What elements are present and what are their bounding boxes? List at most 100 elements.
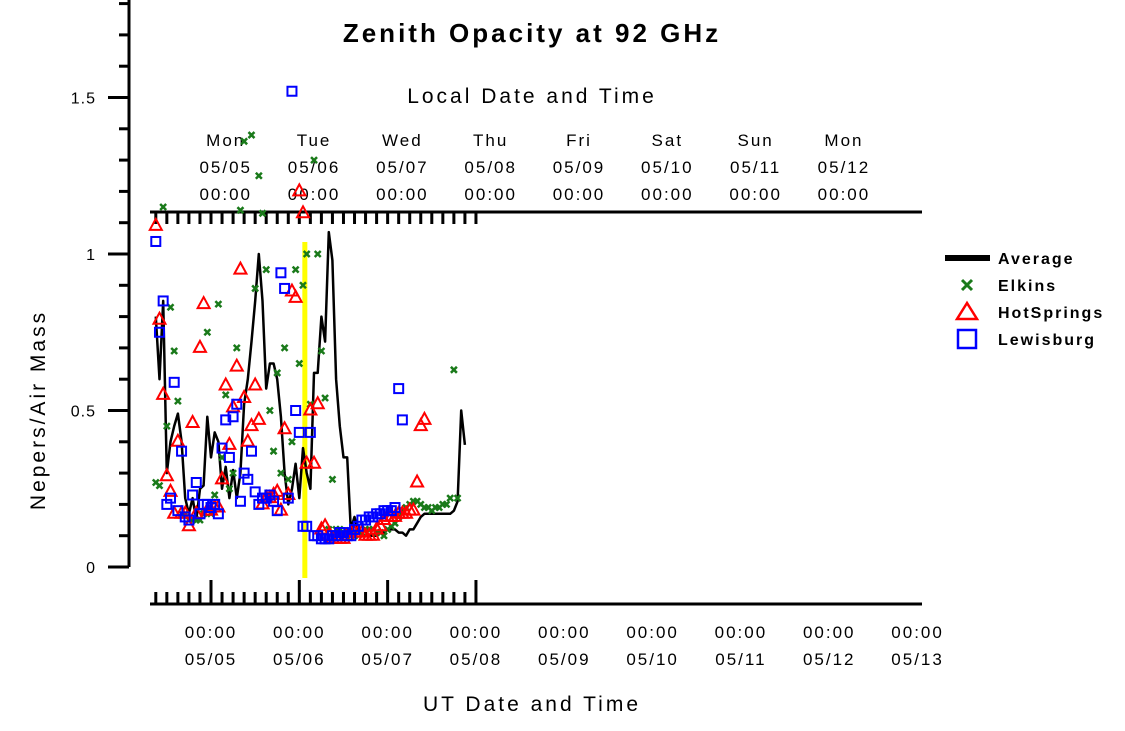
elkins-point [269, 447, 278, 456]
legend-item-average: Average [945, 251, 1073, 268]
hotsprings-series [148, 182, 433, 544]
bottom-tick-time: 00:00 [803, 623, 856, 642]
top-tick-day: Thu [473, 131, 508, 150]
bottom-tick-date: 05/06 [273, 650, 326, 669]
chart-title: Zenith Opacity at 92 GHz [343, 18, 721, 48]
elkins-stroke [317, 347, 326, 355]
lewisburg-point [286, 85, 298, 97]
elkins-point [442, 500, 451, 509]
elkins-stroke [284, 475, 293, 484]
elkins-stroke [151, 478, 160, 487]
elkins-stroke [221, 390, 230, 399]
top-tick-day: Mon [206, 131, 245, 150]
top-tick-date: 05/06 [288, 158, 341, 177]
elkins-stroke [321, 394, 329, 402]
elkins-stroke [273, 369, 282, 377]
y-tick-label: 1.5 [71, 91, 96, 108]
bottom-tick-time: 00:00 [891, 623, 944, 642]
bottom-tick-date: 05/11 [715, 650, 766, 669]
average-series [154, 230, 467, 537]
y-tick-label: 0 [86, 560, 96, 577]
lewisburg-point [212, 508, 224, 520]
lewisburg-point [227, 411, 239, 423]
elkins-point [258, 209, 267, 218]
bottom-tick-date: 05/08 [450, 650, 503, 669]
lewisburg-point [393, 383, 405, 395]
lewisburg-point [190, 476, 202, 488]
hotsprings-point [306, 454, 322, 469]
elkins-point [225, 484, 234, 493]
lewisburg-point [183, 514, 195, 526]
lewisburg-point [153, 326, 165, 338]
elkins-point [214, 300, 223, 308]
elkins-stroke [449, 365, 458, 374]
elkins-stroke [229, 469, 237, 477]
top-tick-day: Sun [738, 131, 774, 150]
top-tick-day: Wed [382, 131, 423, 150]
elkins-point [291, 265, 300, 274]
hotsprings-point [148, 216, 164, 231]
elkins-stroke [288, 437, 296, 446]
lewisburg-point [293, 426, 305, 438]
elkins-stroke [159, 203, 168, 211]
hotsprings-point [151, 310, 168, 325]
hotsprings-point [276, 420, 293, 435]
elkins-point [277, 469, 285, 477]
average-line [154, 230, 467, 537]
lewisburg-point [245, 445, 257, 457]
y-tick-label: 0.5 [71, 404, 96, 421]
elkins-stroke [155, 481, 164, 490]
legend-swatch-lewisburg [956, 328, 978, 350]
bottom-tick-time: 00:00 [450, 623, 503, 642]
top-tick-time: 00:00 [818, 185, 871, 204]
elkins-stroke [280, 344, 289, 352]
elkins-point [221, 390, 230, 399]
top-tick-date: 05/09 [553, 158, 606, 177]
legend-swatch-average [945, 255, 990, 261]
elkins-point [328, 475, 337, 484]
hotsprings-point [298, 454, 315, 469]
top-tick-time: 00:00 [288, 185, 341, 204]
elkins-point [449, 365, 458, 374]
y-axis-title: Nepers/Air Mass [27, 310, 50, 510]
legend: Average Elkins HotSprings Lewisburg [945, 251, 1102, 350]
hotsprings-point [287, 288, 304, 303]
lewisburg-point [223, 451, 235, 463]
lewisburg-point [301, 520, 313, 532]
elkins-point [317, 347, 326, 355]
elkins-stroke [291, 265, 300, 274]
lewisburg-point [220, 414, 232, 426]
legend-swatch-elkins [960, 278, 974, 292]
hotsprings-point [310, 395, 326, 410]
top-tick-day: Mon [824, 131, 863, 150]
elkins-stroke [203, 328, 212, 337]
elkins-stroke [240, 137, 249, 146]
hotsprings-point [232, 260, 249, 275]
lewisburg-point [304, 426, 316, 438]
top-axis-title: Local Date and Time [407, 85, 657, 108]
elkins-stroke [424, 503, 433, 512]
elkins-point [280, 344, 289, 352]
elkins-point [203, 328, 212, 337]
elkins-point [295, 359, 304, 368]
hotsprings-point [155, 385, 171, 400]
elkins-point [446, 494, 455, 503]
hotsprings-point [317, 517, 333, 532]
elkins-stroke [262, 265, 271, 274]
hotsprings-point [192, 338, 208, 353]
legend-x-stroke [960, 278, 974, 292]
elkins-stroke [236, 206, 245, 215]
elkins-stroke [162, 422, 171, 431]
elkins-point [155, 481, 164, 490]
elkins-stroke [247, 131, 256, 139]
legend-item-lewisburg: Lewisburg [956, 328, 1094, 350]
lewisburg-point [279, 282, 291, 294]
elkins-point [236, 206, 245, 215]
lewisburg-point [290, 405, 302, 416]
elkins-stroke [232, 344, 241, 352]
top-tick-day: Sat [652, 131, 684, 150]
elkins-stroke [442, 500, 451, 509]
top-tick-time: 00:00 [376, 185, 429, 204]
bottom-axis: 00:00 05/05 00:00 05/06 00:00 05/07 00:00 05/08… [150, 580, 944, 669]
top-tick-date: 05/05 [199, 158, 252, 177]
